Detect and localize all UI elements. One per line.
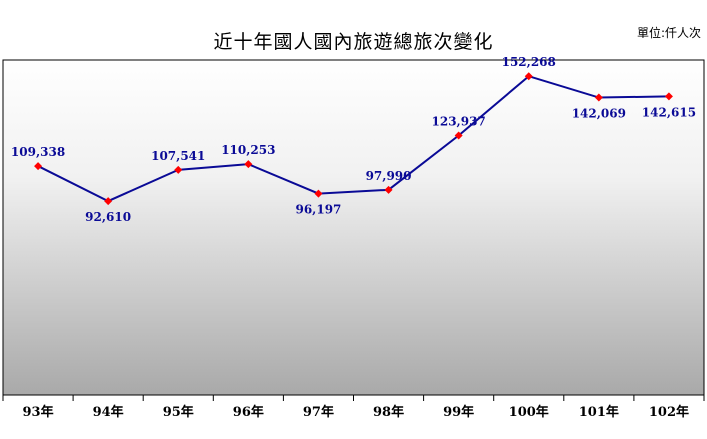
data-label: 96,197: [295, 203, 341, 217]
data-point: [244, 160, 253, 169]
data-point: [524, 72, 533, 81]
data-label: 107,541: [151, 149, 205, 163]
data-point: [594, 93, 603, 102]
data-point: [664, 92, 673, 101]
data-point: [384, 185, 393, 194]
data-label: 92,610: [85, 210, 131, 224]
data-label: 142,069: [572, 107, 626, 121]
plot-area: [2, 59, 705, 396]
unit-label: 單位:仟人次: [636, 26, 701, 40]
x-tick-label: 99年: [443, 404, 474, 420]
data-label: 97,990: [366, 169, 412, 183]
series-line: [37, 75, 669, 203]
data-point: [104, 197, 113, 206]
data-point: [34, 162, 43, 171]
x-axis-ticks: 93年 94年 95年 96年 97年 98年 99年 100年 101年 102年: [2, 395, 705, 420]
data-label: 142,615: [642, 105, 696, 119]
data-label: 109,338: [11, 145, 65, 159]
data-label: 110,253: [221, 143, 275, 157]
chart-title: 近十年國人國內旅遊總旅次變化: [213, 31, 494, 53]
x-tick-label: 102年: [649, 404, 689, 420]
data-point: [174, 165, 183, 174]
series-group: [34, 72, 673, 206]
x-tick-label: 98年: [373, 404, 404, 420]
x-tick-label: 101年: [579, 404, 619, 420]
x-tick-label: 95年: [163, 404, 194, 420]
data-label: 152,268: [502, 55, 556, 69]
x-tick-label: 93年: [23, 404, 54, 420]
data-point: [314, 189, 323, 198]
x-tick-label: 97年: [303, 404, 334, 420]
x-tick-label: 100年: [509, 404, 549, 420]
x-tick-label: 94年: [93, 404, 124, 420]
data-label: 123,937: [432, 115, 486, 129]
data-point: [454, 131, 463, 140]
data-labels: 109,338 92,610 107,541 110,253 96,197 97,990 1…: [11, 55, 696, 224]
x-tick-label: 96年: [233, 404, 264, 420]
